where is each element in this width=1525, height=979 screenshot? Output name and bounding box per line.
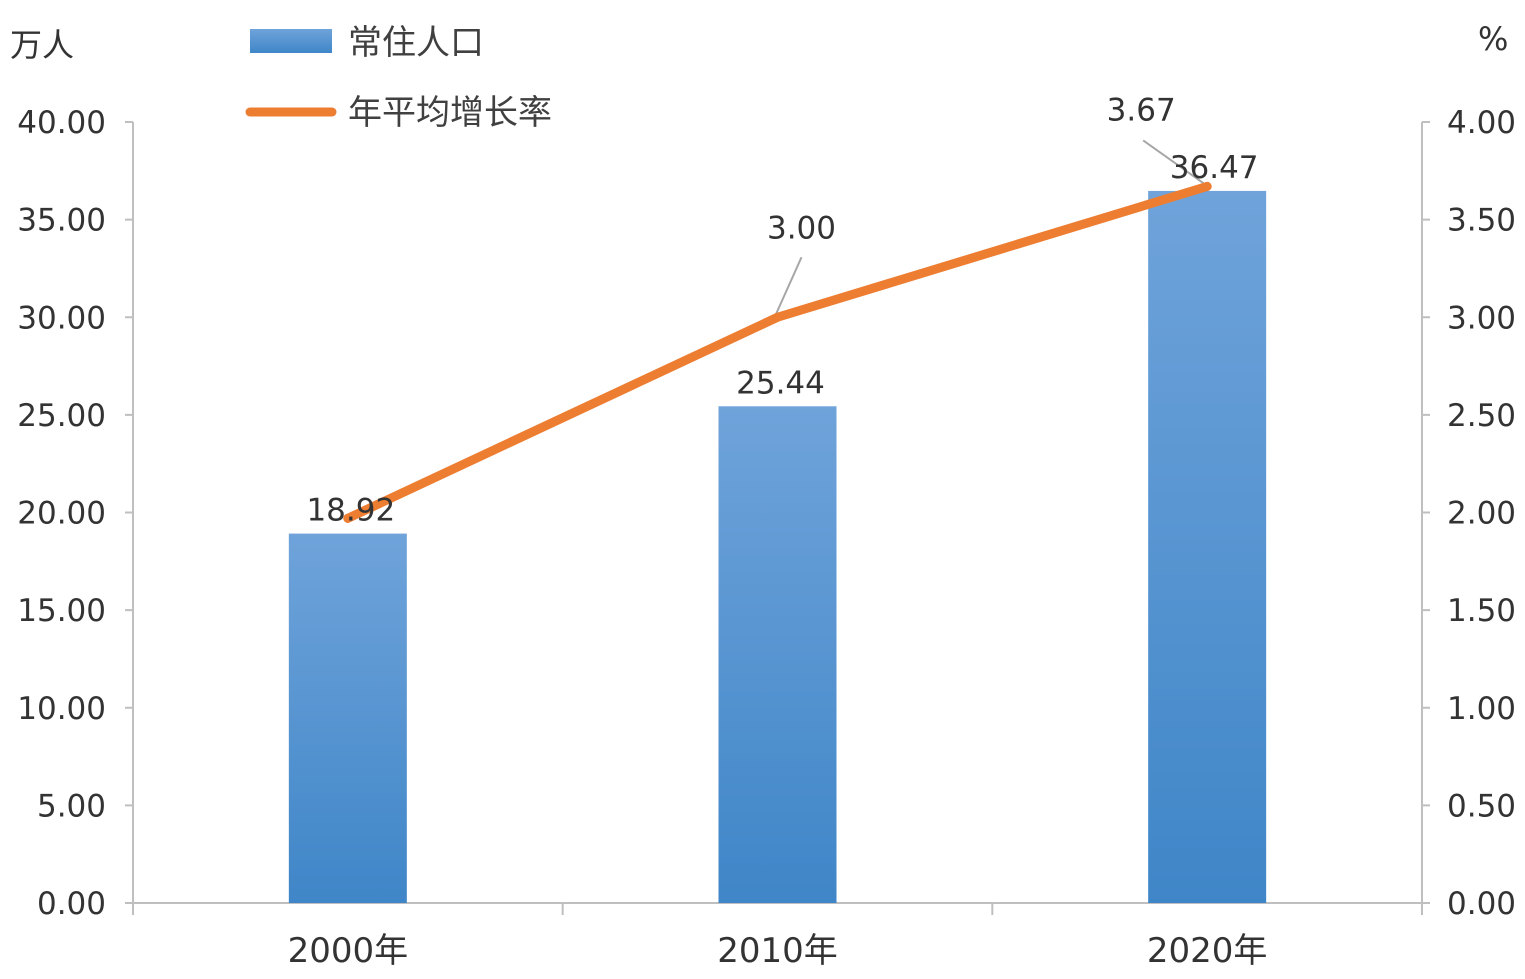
right-tick-label: 3.00 xyxy=(1447,300,1516,336)
leader-line xyxy=(1142,139,1206,186)
bar-data-label: 18.92 xyxy=(306,493,395,529)
line-series xyxy=(343,181,1212,523)
bar-series xyxy=(288,190,1267,904)
left-axis-unit: 万人 xyxy=(10,26,74,64)
line-point xyxy=(1202,181,1212,191)
legend-label-line: 年平均增长率 xyxy=(348,93,552,133)
right-tick-label: 0.00 xyxy=(1447,886,1516,922)
label-leader-lines xyxy=(774,139,1206,316)
right-tick-label: 1.00 xyxy=(1447,691,1516,727)
x-axis-ticks: 2000年 2010年 2020年 xyxy=(132,903,1423,971)
line-point xyxy=(343,513,353,523)
right-axis-unit: % xyxy=(1478,20,1508,58)
right-tick-label: 2.00 xyxy=(1447,496,1516,532)
right-axis-ticks: 0.00 0.50 1.00 1.50 2.00 2.50 3.00 3.50 4.00 xyxy=(1422,105,1516,922)
right-tick-label: 0.50 xyxy=(1447,788,1516,824)
leader-line xyxy=(774,256,803,316)
left-tick-label: 20.00 xyxy=(17,496,106,532)
right-tick-label: 3.50 xyxy=(1447,203,1516,239)
legend: 常住人口 年平均增长率 xyxy=(245,23,552,133)
data-labels: 18.92 25.44 36.47 3.00 3.67 xyxy=(306,92,1258,528)
bar xyxy=(288,533,407,903)
left-tick-label: 30.00 xyxy=(17,300,106,336)
left-axis-ticks: 0.00 5.00 10.00 15.00 20.00 25.00 30.00 35.00 40… xyxy=(17,105,133,922)
left-tick-label: 40.00 xyxy=(17,105,106,141)
bar-data-label: 25.44 xyxy=(736,365,825,401)
left-tick-label: 25.00 xyxy=(17,398,106,434)
legend-label-bar: 常住人口 xyxy=(348,23,484,63)
right-tick-label: 2.50 xyxy=(1447,398,1516,434)
left-tick-label: 5.00 xyxy=(37,788,106,824)
left-tick-label: 10.00 xyxy=(17,691,106,727)
bar xyxy=(718,406,837,903)
bar-data-label: 36.47 xyxy=(1170,150,1259,186)
legend-swatch-bar xyxy=(250,29,332,53)
right-tick-label: 1.50 xyxy=(1447,593,1516,629)
line-data-label: 3.00 xyxy=(767,210,836,246)
left-tick-label: 0.00 xyxy=(37,886,106,922)
line-point xyxy=(773,312,782,322)
left-tick-label: 15.00 xyxy=(17,593,106,629)
line-data-label: 3.67 xyxy=(1107,92,1176,128)
x-category-label: 2010年 xyxy=(717,931,838,971)
left-tick-label: 35.00 xyxy=(17,203,106,239)
right-tick-label: 4.00 xyxy=(1447,105,1516,141)
bar xyxy=(1148,190,1267,904)
x-category-label: 2000年 xyxy=(288,931,409,971)
x-category-label: 2020年 xyxy=(1147,931,1268,971)
